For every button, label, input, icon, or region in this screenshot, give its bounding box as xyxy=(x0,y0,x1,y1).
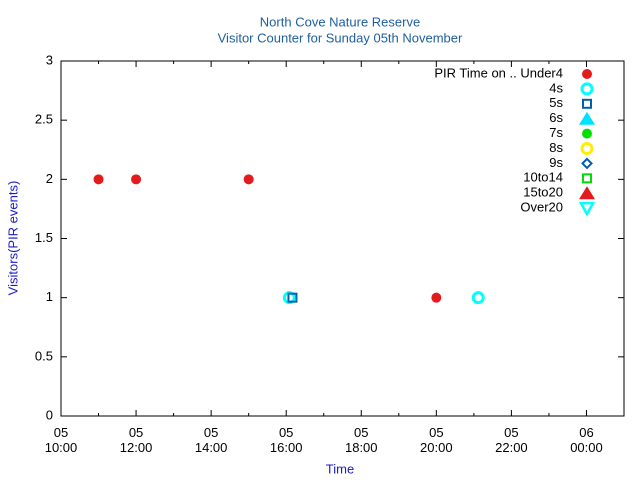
x-tick-label-line: 06 xyxy=(579,425,593,440)
legend-swatch xyxy=(580,142,594,155)
x-tick-label-line: 22:00 xyxy=(495,440,528,455)
x-tick-label: 06 00:00 xyxy=(570,425,603,455)
y-tick-label: 1 xyxy=(46,289,53,304)
legend-label: 8s xyxy=(549,140,563,155)
y-tick-label: 0.5 xyxy=(35,348,53,363)
legend-label: Over20 xyxy=(520,200,563,215)
x-tick-label: 05 20:00 xyxy=(420,425,453,455)
point xyxy=(131,174,142,185)
chart-subtitle: Visitor Counter for Sunday 05th November xyxy=(218,30,463,45)
chart-title: North Cove Nature Reserve xyxy=(260,14,420,29)
x-tick-label-line: 16:00 xyxy=(270,440,303,455)
x-tick-label: 05 10:00 xyxy=(45,425,78,455)
x-tick-label-line: 14:00 xyxy=(195,440,228,455)
x-tick-label-line: 05 xyxy=(354,425,368,440)
x-tick-label-line: 05 xyxy=(504,425,518,440)
legend-swatch xyxy=(582,69,592,79)
legend-label: 9s xyxy=(549,155,563,170)
x-tick-label-line: 05 xyxy=(279,425,293,440)
x-tick-label: 05 16:00 xyxy=(270,425,303,455)
legend-swatch xyxy=(582,128,592,139)
x-tick-label-line: 05 xyxy=(429,425,443,440)
point xyxy=(287,292,298,303)
legend-label: PIR Time on .. Under4 xyxy=(434,65,563,80)
y-tick-label: 1.5 xyxy=(35,230,53,245)
y-axis-label: Visitors(PIR events) xyxy=(5,181,20,296)
y-tick-label: 3 xyxy=(46,52,53,67)
legend-swatch xyxy=(582,98,592,109)
y-tick-label: 0 xyxy=(46,407,53,422)
legend-swatch xyxy=(578,201,596,217)
legend-label: 6s xyxy=(549,110,563,125)
x-tick-label: 05 22:00 xyxy=(495,425,528,455)
legend-label: 4s xyxy=(549,80,563,95)
legend-label: 5s xyxy=(549,95,563,110)
legend-swatch xyxy=(582,173,592,184)
legend-swatch xyxy=(579,186,595,200)
x-tick-label: 05 12:00 xyxy=(120,425,153,455)
x-tick-label-line: 05 xyxy=(204,425,218,440)
x-tick-label-line: 05 xyxy=(54,425,68,440)
x-tick-label-line: 05 xyxy=(129,425,143,440)
legend-label: 10to14 xyxy=(523,170,563,185)
legend-label: 15to20 xyxy=(523,185,563,200)
point xyxy=(471,291,485,305)
legend-swatch xyxy=(581,157,593,170)
point xyxy=(93,174,104,185)
legend-swatch xyxy=(579,111,595,125)
point xyxy=(243,174,254,185)
x-tick-label-line: 20:00 xyxy=(420,440,453,455)
legend-swatch xyxy=(580,82,594,96)
x-tick-label: 05 14:00 xyxy=(195,425,228,455)
x-axis-label: Time xyxy=(326,461,354,476)
y-tick-label: 2 xyxy=(46,171,53,186)
y-tick-label: 2.5 xyxy=(35,112,53,127)
point xyxy=(431,292,442,303)
x-tick-label-line: 18:00 xyxy=(345,440,378,455)
legend-label: 7s xyxy=(549,125,563,140)
x-tick-label-line: 12:00 xyxy=(120,440,153,455)
x-tick-label-line: 00:00 xyxy=(570,440,603,455)
x-tick-label-line: 10:00 xyxy=(45,440,78,455)
x-tick-label: 05 18:00 xyxy=(345,425,378,455)
